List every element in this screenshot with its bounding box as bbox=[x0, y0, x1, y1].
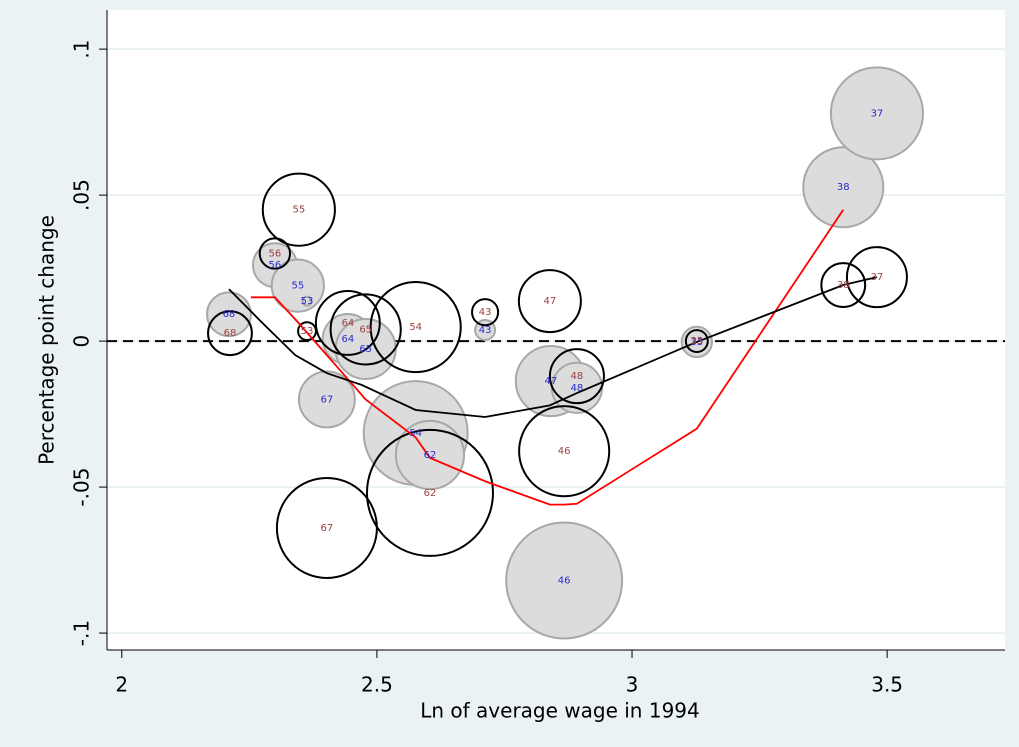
bubble-label: 46 bbox=[558, 446, 571, 457]
bubble-label: 47 bbox=[544, 296, 557, 307]
bubble bbox=[365, 428, 494, 557]
bubble-label: 37 bbox=[871, 272, 884, 283]
bubble-label: 56 bbox=[268, 260, 281, 271]
bubble-label: 67 bbox=[321, 394, 334, 405]
bubble-label: 46 bbox=[558, 576, 571, 587]
fit-line bbox=[228, 276, 878, 418]
bubble-label: 35 bbox=[690, 336, 703, 347]
bubble bbox=[845, 246, 908, 309]
bubble bbox=[820, 262, 867, 308]
y-tick-label: 0 bbox=[70, 335, 94, 348]
y-tick-label: .1 bbox=[70, 40, 94, 59]
bubble-label: 55 bbox=[292, 205, 305, 216]
x-tick-label: 2.5 bbox=[361, 673, 393, 697]
bubble-label: 56 bbox=[268, 249, 281, 260]
bubble bbox=[207, 310, 253, 357]
y-tick-label: .05 bbox=[70, 179, 94, 211]
bubble-label: 62 bbox=[424, 450, 437, 461]
y-tick-label: -.1 bbox=[70, 620, 94, 646]
bubble-label: 37 bbox=[871, 108, 884, 119]
bubble bbox=[471, 298, 500, 327]
bubble bbox=[394, 419, 466, 491]
bubble bbox=[275, 476, 378, 579]
bubble bbox=[261, 172, 336, 247]
bubble-label: 55 bbox=[291, 281, 304, 292]
bubble-label: 43 bbox=[479, 325, 492, 336]
bubble-label: 65 bbox=[359, 344, 372, 355]
bubble-label: 68 bbox=[223, 309, 236, 320]
bubble bbox=[314, 290, 381, 356]
bubble-label: 67 bbox=[321, 523, 334, 534]
bubble-label: 65 bbox=[359, 324, 372, 335]
bubble bbox=[505, 521, 624, 640]
bubble-label: 38 bbox=[837, 182, 850, 193]
bubble bbox=[829, 66, 924, 161]
x-tick-label: 3.5 bbox=[871, 673, 903, 697]
bubble bbox=[206, 291, 252, 338]
bubble-label: 43 bbox=[479, 307, 492, 318]
bubble-label: 64 bbox=[341, 334, 354, 345]
bubble bbox=[329, 293, 402, 366]
bubble-label: 68 bbox=[224, 328, 237, 339]
fit-line bbox=[250, 209, 845, 506]
bubble bbox=[517, 269, 582, 334]
bubble-label: 54 bbox=[409, 322, 422, 333]
bubble bbox=[802, 146, 885, 229]
bubble bbox=[297, 370, 356, 429]
bubble-label: 64 bbox=[341, 318, 354, 329]
bubble-label: 38 bbox=[837, 280, 850, 291]
bubble-label: 53 bbox=[301, 296, 314, 307]
bubble-label: 47 bbox=[545, 376, 558, 387]
bubble-label: 35 bbox=[690, 337, 703, 348]
bubble-label: 48 bbox=[571, 371, 584, 382]
x-axis-title: Ln of average wage in 1994 bbox=[420, 699, 700, 723]
bubble bbox=[518, 405, 611, 498]
bubble bbox=[301, 295, 313, 307]
bubble bbox=[369, 281, 462, 374]
bubble-label: 62 bbox=[424, 488, 437, 499]
y-axis-title: Percentage point change bbox=[35, 215, 59, 465]
bubble bbox=[684, 329, 709, 354]
bubble bbox=[548, 348, 605, 405]
bubble-label: 48 bbox=[571, 383, 584, 394]
x-tick-label: 2 bbox=[115, 673, 128, 697]
bubble-label: 54 bbox=[409, 428, 422, 439]
bubble bbox=[258, 237, 292, 270]
bubble-label: 53 bbox=[301, 326, 314, 337]
x-tick-label: 3 bbox=[626, 673, 639, 697]
y-tick-label: -.05 bbox=[70, 468, 94, 507]
